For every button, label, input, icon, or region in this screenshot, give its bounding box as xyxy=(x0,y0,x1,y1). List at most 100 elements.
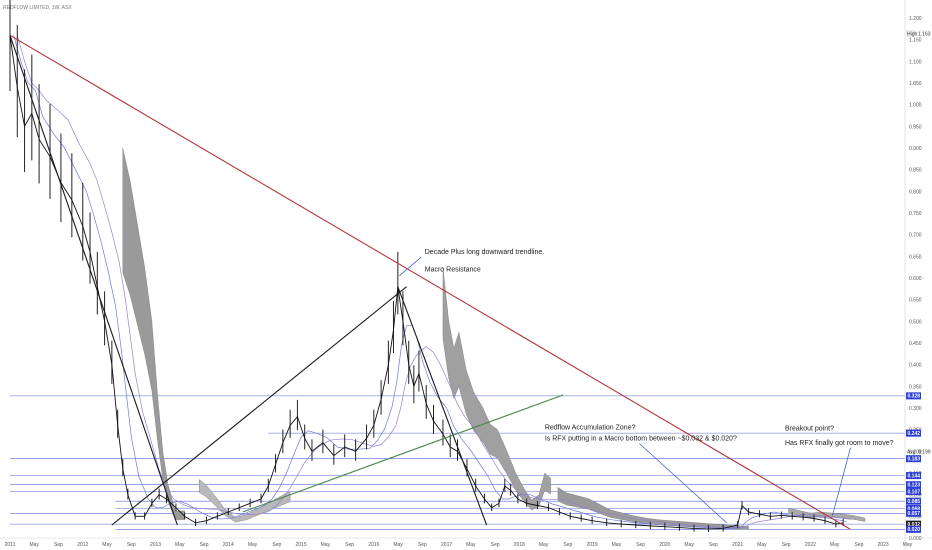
x-tick-label: May xyxy=(684,542,694,548)
price-tag: 0.107 xyxy=(908,489,921,495)
x-tick-label: Sep xyxy=(491,542,500,548)
y-tick-label: 0.400 xyxy=(909,363,922,369)
y-tick-label: 0.300 xyxy=(909,406,922,412)
price-tag: 0.057 xyxy=(908,511,921,517)
price-tag-bg xyxy=(906,455,921,463)
x-tick-label: 2014 xyxy=(223,542,234,548)
annotation-text: Decade Plus long downward trendline. xyxy=(425,249,545,256)
y-tick-label: 0.450 xyxy=(909,341,922,347)
x-tick-label: May xyxy=(612,542,622,548)
x-tick-label: 2017 xyxy=(441,542,452,548)
price-tag-bg xyxy=(906,525,921,533)
ichimoku-cloud xyxy=(122,147,866,530)
price-tag: 0.032 xyxy=(908,522,921,528)
x-tick-label: 2022 xyxy=(805,542,816,548)
x-tick-label: Sep xyxy=(854,542,863,548)
y-tick-label: 0.950 xyxy=(909,124,922,130)
y-tick-label: 0.100 xyxy=(909,493,922,499)
x-tick-label: May xyxy=(757,542,767,548)
cloud-band xyxy=(442,267,551,511)
y-tick-label: 0.200 xyxy=(909,449,922,455)
x-tick-label: May xyxy=(30,542,40,548)
price-tag: 0.328 xyxy=(908,394,921,400)
x-tick-label: Sep xyxy=(345,542,354,548)
y-tick-label: 1.200 xyxy=(909,16,922,22)
y-tick-label: 0.900 xyxy=(909,146,922,152)
y-tick-label: 0.050 xyxy=(909,514,922,520)
price-tag: 0.068 xyxy=(908,506,921,512)
x-tick-label: 2016 xyxy=(368,542,379,548)
avg-label: Avg xyxy=(907,449,916,455)
y-tick-label: 0.850 xyxy=(909,168,922,174)
price-tag-bg xyxy=(906,509,921,517)
price-tag-bg xyxy=(906,472,921,480)
price-tag-bg xyxy=(906,429,921,437)
trendline-rise-to-2016 xyxy=(111,286,407,526)
trendlines xyxy=(9,34,851,530)
y-tick-label: 1.000 xyxy=(909,103,922,109)
high-label-bg xyxy=(906,30,916,38)
y-tick-label: 1.150 xyxy=(909,38,922,44)
price-tag: 0.020 xyxy=(908,527,921,533)
y-tick-label: 0.500 xyxy=(909,319,922,325)
x-tick-label: May xyxy=(830,542,840,548)
y-tick-label: 0.750 xyxy=(909,211,922,217)
price-tag-bg xyxy=(906,520,921,528)
cloud-band xyxy=(122,147,185,520)
annotation-text: Macro Resistance xyxy=(425,267,481,274)
x-tick-label: 2021 xyxy=(732,542,743,548)
price-tag-bg xyxy=(906,392,921,400)
trendline-fall-from-2016 xyxy=(397,286,488,526)
x-tick-label: 2019 xyxy=(587,542,598,548)
trendline-macro-resistance xyxy=(9,34,851,530)
y-tick-label: 0.350 xyxy=(909,384,922,390)
annotation-text: Is RFX putting in a Macro bottom between… xyxy=(545,436,737,443)
price-tag-bg xyxy=(906,481,921,489)
x-tick-label: Sep xyxy=(54,542,63,548)
x-tick-label: Sep xyxy=(563,542,572,548)
x-tick-label: 2013 xyxy=(150,542,161,548)
x-tick-label: 2012 xyxy=(77,542,88,548)
y-axis: 1.200 1.150 1.100 1.050 1.000 0.950 0.900 0.850… xyxy=(904,0,931,550)
high-label: High xyxy=(907,32,918,38)
x-axis: 2011 May Sep 2012 May Sep 2013 May Sep 2014 May Sep… xyxy=(0,537,932,548)
price-tag: 0.123 xyxy=(908,483,921,489)
x-tick-label: Sep xyxy=(200,542,209,548)
ma-fast xyxy=(13,35,847,529)
x-tick-label: Sep xyxy=(127,542,136,548)
y-tick-label: 0.600 xyxy=(909,276,922,282)
chart-title: REDFLOW LIMITED, 1W, ASX xyxy=(3,5,72,11)
annotation-text: Breakout point? xyxy=(785,426,834,433)
x-tick-label: 2023 xyxy=(878,542,889,548)
x-tick-label: May xyxy=(466,542,476,548)
x-tick-label: Sep xyxy=(418,542,427,548)
price-tag: 0.085 xyxy=(908,499,921,505)
x-tick-label: Sep xyxy=(636,542,645,548)
annotation-text: Has RFX finally got room to move? xyxy=(785,440,894,447)
annotation-text: Redflow Accumulation Zone? xyxy=(545,425,636,432)
x-tick-label: May xyxy=(175,542,185,548)
x-tick-label: May xyxy=(321,542,331,548)
high-value: 1.163 xyxy=(918,32,931,38)
price-line xyxy=(9,35,844,530)
x-tick-label: Sep xyxy=(272,542,281,548)
annotation-arrow xyxy=(639,443,727,524)
y-tick-label: 1.050 xyxy=(909,81,922,87)
x-tick-label: Sep xyxy=(782,542,791,548)
annotation-arrow xyxy=(399,256,422,277)
x-tick-label: 2020 xyxy=(659,542,670,548)
annotation-arrow xyxy=(831,447,851,517)
y-tick-label: 0.550 xyxy=(909,298,922,304)
x-tick-label: 2015 xyxy=(295,542,306,548)
trendline-first-decline xyxy=(9,35,178,526)
trendline-support-rise xyxy=(242,394,564,513)
annotations: Decade Plus long downward trendline. Macr… xyxy=(399,249,894,524)
cloud-band xyxy=(557,486,749,530)
y-tick-label: 0.800 xyxy=(909,189,922,195)
price-tag: 0.144 xyxy=(908,473,921,479)
x-tick-label: Sep xyxy=(709,542,718,548)
y-tick-label: 1.100 xyxy=(909,59,922,65)
